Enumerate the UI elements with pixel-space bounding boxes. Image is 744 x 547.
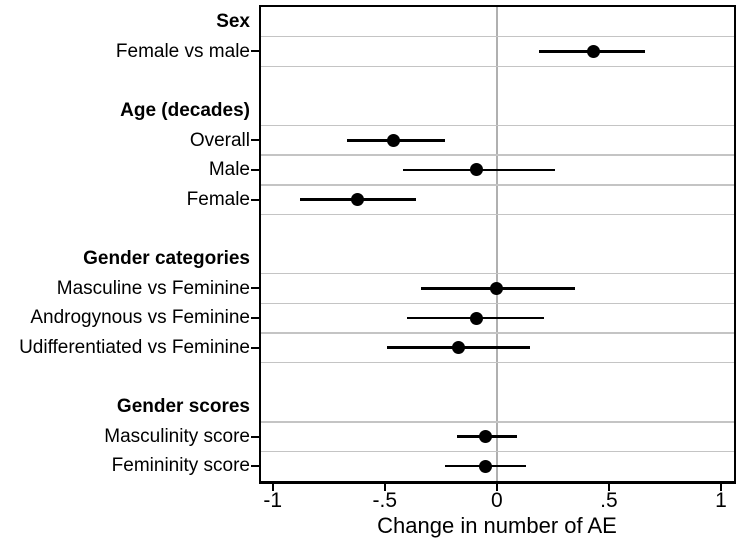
point-estimate-marker bbox=[452, 341, 466, 355]
category-label: Udifferentiated vs Feminine bbox=[19, 336, 250, 358]
section-header: Age (decades) bbox=[120, 99, 250, 121]
gridline bbox=[261, 450, 734, 453]
x-axis-tick-label: .5 bbox=[600, 489, 618, 512]
point-estimate-marker bbox=[470, 163, 484, 177]
x-axis-tick bbox=[607, 484, 610, 491]
gridline bbox=[261, 35, 734, 38]
x-axis-tick-label: -1 bbox=[263, 489, 283, 512]
x-axis-tick bbox=[495, 484, 498, 491]
x-axis-tick bbox=[383, 484, 386, 491]
x-axis-tick bbox=[720, 484, 722, 491]
x-axis-title: Change in number of AE bbox=[377, 513, 617, 538]
section-header: Gender categories bbox=[83, 248, 250, 269]
category-axis-tick bbox=[251, 346, 259, 349]
point-estimate-marker bbox=[470, 311, 484, 325]
section-header: Gender scores bbox=[116, 396, 250, 418]
plot-frame-top bbox=[259, 5, 736, 7]
plot-frame-right bbox=[734, 5, 736, 484]
x-axis-tick-label: 0 bbox=[491, 489, 503, 512]
category-label: Male bbox=[208, 159, 250, 181]
gridline bbox=[261, 361, 734, 364]
category-label: Female vs male bbox=[115, 40, 250, 62]
category-axis-tick bbox=[251, 317, 259, 320]
gridline bbox=[261, 154, 734, 156]
category-label: Androgynous vs Feminine bbox=[30, 307, 250, 329]
point-estimate-marker bbox=[479, 459, 493, 473]
category-axis-tick bbox=[251, 198, 259, 201]
x-axis-line bbox=[259, 481, 736, 484]
gridline bbox=[261, 332, 734, 334]
section-header: Sex bbox=[216, 11, 250, 32]
gridline bbox=[261, 124, 734, 127]
category-label: Femininity score bbox=[111, 455, 250, 477]
gridline bbox=[261, 302, 734, 304]
category-axis-tick bbox=[251, 287, 259, 290]
category-label: Masculinity score bbox=[104, 425, 250, 447]
gridline bbox=[261, 272, 734, 275]
point-estimate-marker bbox=[490, 281, 504, 295]
point-estimate-marker bbox=[351, 193, 365, 207]
gridline bbox=[261, 213, 734, 216]
category-axis-tick bbox=[251, 168, 259, 171]
category-axis-tick bbox=[251, 465, 259, 468]
gridline bbox=[261, 184, 734, 186]
x-axis-tick-label: 1 bbox=[715, 489, 727, 512]
category-label: Female bbox=[186, 188, 250, 210]
category-axis-tick bbox=[251, 435, 259, 438]
gridline bbox=[261, 421, 734, 423]
plot-frame-left bbox=[259, 5, 261, 484]
x-axis-tick bbox=[271, 484, 274, 491]
category-axis-tick bbox=[251, 50, 259, 53]
zero-reference-line bbox=[496, 7, 498, 481]
gridline bbox=[261, 65, 734, 67]
point-estimate-marker bbox=[586, 44, 600, 58]
category-label: Masculine vs Feminine bbox=[56, 277, 250, 299]
point-estimate-marker bbox=[479, 430, 493, 444]
x-axis-tick-label: -.5 bbox=[372, 489, 398, 512]
point-estimate-marker bbox=[387, 133, 401, 147]
category-axis-tick bbox=[251, 139, 259, 142]
category-label: Overall bbox=[189, 129, 250, 151]
